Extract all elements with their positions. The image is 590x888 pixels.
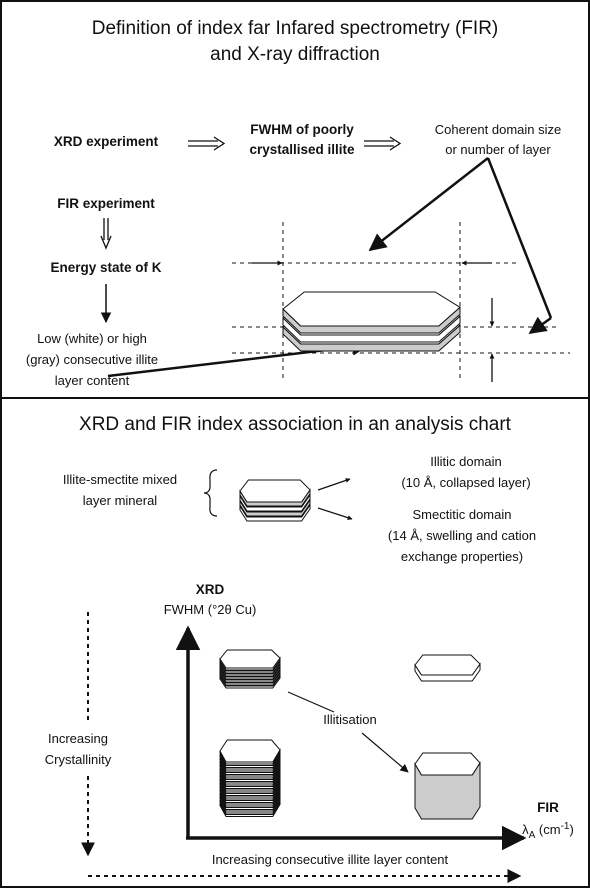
label: Crystallinity bbox=[45, 752, 112, 767]
unit: (cm bbox=[535, 822, 560, 837]
label: (14 Å, swelling and cation bbox=[388, 528, 536, 543]
label: Increasing consecutive illite layer cont… bbox=[212, 852, 449, 867]
label: (gray) consecutive illite bbox=[26, 352, 158, 367]
symbol: λ bbox=[522, 822, 529, 837]
arrow bbox=[317, 478, 351, 491]
arrow bbox=[317, 507, 353, 520]
plate bbox=[414, 752, 481, 776]
axis-label: λA (cm-1) bbox=[522, 821, 574, 841]
label: crystallised illite bbox=[249, 142, 355, 157]
plates bbox=[219, 291, 481, 820]
axis-label: FWHM (°2θ Cu) bbox=[164, 602, 257, 617]
superscript: -1 bbox=[561, 821, 570, 832]
title: XRD and FIR index association in an anal… bbox=[79, 414, 512, 435]
plate bbox=[239, 479, 311, 503]
plate bbox=[282, 291, 461, 327]
subscript: A bbox=[529, 830, 536, 841]
plate bbox=[219, 739, 281, 763]
label: Smectitic domain bbox=[413, 507, 512, 522]
label: (10 Å, collapsed layer) bbox=[401, 475, 530, 490]
plate bbox=[219, 649, 281, 669]
label: Energy state of K bbox=[50, 260, 161, 275]
label: Increasing bbox=[48, 731, 108, 746]
axis-label: FIR bbox=[537, 800, 559, 815]
title: Definition of index far Infared spectrom… bbox=[92, 18, 499, 39]
arrow bbox=[287, 691, 335, 713]
label: layer mineral bbox=[83, 493, 158, 508]
label: Illitisation bbox=[323, 712, 376, 727]
plate bbox=[414, 654, 481, 676]
label: Illitic domain bbox=[430, 454, 502, 469]
label: exchange properties) bbox=[401, 549, 523, 564]
unit: ) bbox=[570, 822, 574, 837]
title: and X-ray diffraction bbox=[210, 44, 380, 65]
arrow bbox=[361, 732, 409, 773]
label: FIR experiment bbox=[57, 196, 155, 211]
label: or number of layer bbox=[445, 142, 551, 157]
label: FWHM of poorly bbox=[250, 122, 354, 137]
double-arrows bbox=[100, 136, 402, 324]
label: Coherent domain size bbox=[435, 122, 561, 137]
label: Illite-smectite mixed bbox=[63, 472, 177, 487]
brace bbox=[203, 469, 218, 517]
label: XRD experiment bbox=[54, 134, 159, 149]
axis-label: XRD bbox=[196, 582, 225, 597]
label: Low (white) or high bbox=[37, 331, 147, 346]
